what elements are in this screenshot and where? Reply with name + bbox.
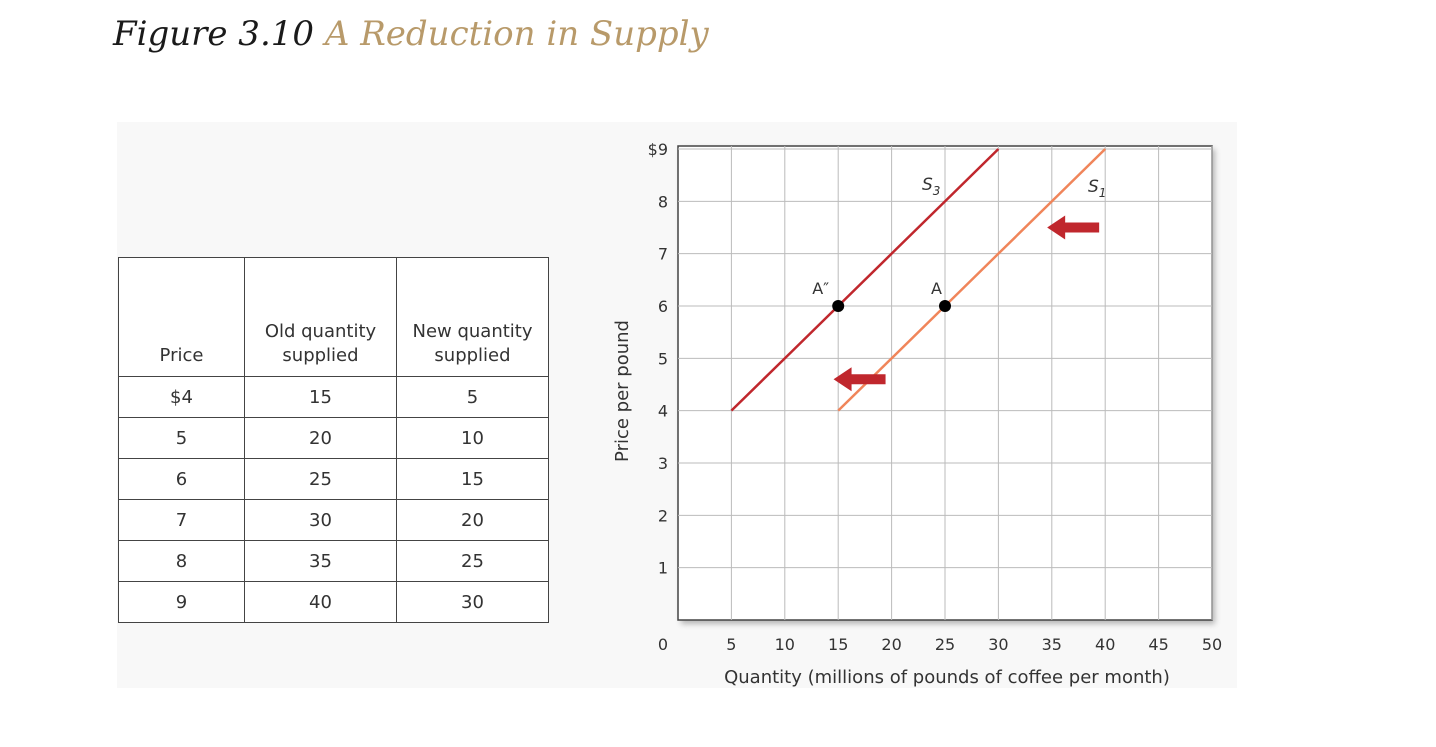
equilibrium-point <box>939 300 951 312</box>
x-tick-label: 10 <box>775 635 795 654</box>
cell-old-quantity: 35 <box>244 540 397 582</box>
cell-old-quantity: 40 <box>244 581 397 623</box>
cell-new-quantity: 5 <box>396 376 549 418</box>
table-row: $4 15 5 <box>118 376 549 418</box>
y-tick-label: 8 <box>658 192 668 211</box>
table-row: 9 40 30 <box>118 581 549 623</box>
cell-price: 8 <box>118 540 245 582</box>
x-tick-label: 5 <box>726 635 736 654</box>
figure-name: A Reduction in Supply <box>324 14 709 54</box>
cell-new-quantity: 30 <box>396 581 549 623</box>
x-tick-label: 50 <box>1202 635 1222 654</box>
y-axis-label: Price per pound <box>612 320 633 462</box>
y-tick-label: 6 <box>658 297 668 316</box>
y-tick-label: 7 <box>658 245 668 264</box>
series-line-s1 <box>837 148 1107 412</box>
x-tick-label: 20 <box>881 635 901 654</box>
table-row: 6 25 15 <box>118 458 549 500</box>
series-label-s1: S1 <box>1088 177 1106 200</box>
supply-schedule-table: Price Old quantity supplied New quantity… <box>118 257 549 623</box>
cell-new-quantity: 10 <box>396 417 549 459</box>
series-label-s3: S3 <box>922 175 940 198</box>
x-tick-label: 45 <box>1148 635 1168 654</box>
cell-new-quantity: 15 <box>396 458 549 500</box>
shift-arrow <box>833 367 886 392</box>
equilibrium-point <box>832 300 845 312</box>
cell-price: 9 <box>118 581 245 623</box>
x-tick-label: 15 <box>828 635 848 654</box>
y-tick-label: 2 <box>658 506 668 525</box>
series-label-sub: 1 <box>1099 186 1107 200</box>
series-line-s3 <box>730 148 1000 412</box>
header-new-quantity: New quantity supplied <box>396 257 549 377</box>
shift-arrow <box>1047 215 1100 240</box>
x-tick-label: 25 <box>935 635 955 654</box>
series-label-main: S <box>922 175 933 195</box>
cell-price: $4 <box>118 376 245 418</box>
cell-old-quantity: 20 <box>244 417 397 459</box>
x-tick-label: 40 <box>1095 635 1115 654</box>
series-label-main: S <box>1088 177 1099 197</box>
table-row: 5 20 10 <box>118 417 549 459</box>
y-tick-label: 4 <box>658 402 668 421</box>
y-tick-label: 1 <box>658 559 668 578</box>
figure-title: Figure 3.10 A Reduction in Supply <box>113 14 709 54</box>
x-tick-label: 35 <box>1042 635 1062 654</box>
y-tick-label: $9 <box>648 140 668 159</box>
header-old-quantity: Old quantity supplied <box>244 257 397 377</box>
table-header-row: Price Old quantity supplied New quantity… <box>118 257 549 377</box>
y-tick-label: 5 <box>658 349 668 368</box>
point-label: A <box>931 279 942 298</box>
x-axis-label: Quantity (millions of pounds of coffee p… <box>724 667 1170 688</box>
y-tick-label: 3 <box>658 454 668 473</box>
table-row: 8 35 25 <box>118 540 549 582</box>
cell-price: 6 <box>118 458 245 500</box>
x-tick-label: 30 <box>988 635 1008 654</box>
series-label-sub: 3 <box>933 184 941 198</box>
x-tick-label: 0 <box>658 635 668 654</box>
figure-number: Figure 3.10 <box>113 14 315 54</box>
point-label: A″ <box>812 279 829 298</box>
cell-old-quantity: 15 <box>244 376 397 418</box>
cell-new-quantity: 25 <box>396 540 549 582</box>
